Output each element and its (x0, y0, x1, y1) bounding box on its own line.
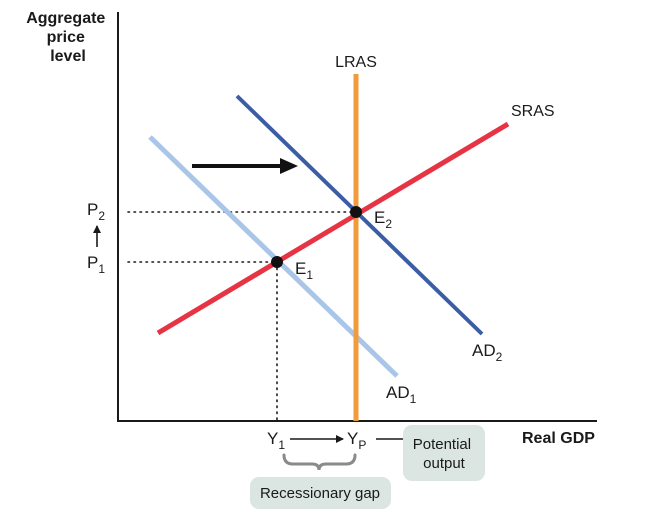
p2-label: P2 (87, 200, 105, 223)
recessionary-gap-brace (282, 453, 357, 471)
y1-label: Y1 (267, 429, 285, 452)
potential-output-text: Potential output (413, 436, 476, 472)
recessionary-gap-text: Recessionary gap (260, 485, 380, 502)
x-axis-label: Real GDP (522, 430, 595, 447)
yp-label: YP (347, 429, 366, 452)
recessionary-gap-box (250, 477, 391, 509)
p1-label: P1 (87, 253, 105, 276)
equilibrium-e1-point (271, 256, 283, 268)
ad1-curve (148, 135, 399, 378)
y-axis-label: Aggregate price level (26, 10, 110, 65)
equilibrium-e1-label: E1 (295, 259, 313, 282)
equilibrium-e2-point (350, 206, 362, 218)
ad1-label: AD1 (386, 383, 417, 406)
sras-curve (156, 121, 510, 336)
equilibrium-e2-label: E2 (374, 208, 392, 231)
sras-label: SRAS (511, 103, 555, 120)
ad2-label: AD2 (472, 341, 503, 364)
lras-label: LRAS (335, 54, 377, 71)
ad-shift-arrow (192, 158, 298, 174)
potential-output-box (403, 425, 485, 481)
